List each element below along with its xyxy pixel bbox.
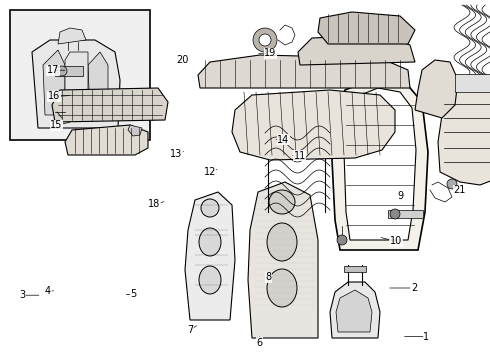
Text: 20: 20 <box>176 55 189 66</box>
Bar <box>344 266 366 272</box>
Polygon shape <box>65 125 148 155</box>
Text: 14: 14 <box>277 135 289 145</box>
Polygon shape <box>336 290 372 332</box>
Text: 15: 15 <box>50 120 63 130</box>
Text: 2: 2 <box>411 283 417 293</box>
Text: 4: 4 <box>45 286 51 296</box>
Polygon shape <box>58 28 86 44</box>
Polygon shape <box>52 88 168 122</box>
Text: 8: 8 <box>266 272 271 282</box>
Ellipse shape <box>269 190 295 214</box>
Text: 13: 13 <box>171 149 182 159</box>
Text: 18: 18 <box>148 199 161 210</box>
Bar <box>455 74 490 92</box>
Ellipse shape <box>199 266 221 294</box>
Text: 10: 10 <box>390 236 402 246</box>
Text: 19: 19 <box>265 48 277 58</box>
Polygon shape <box>344 88 416 240</box>
Ellipse shape <box>201 199 219 217</box>
Polygon shape <box>248 182 318 338</box>
Polygon shape <box>65 52 88 115</box>
Polygon shape <box>438 82 490 185</box>
Bar <box>55 66 83 76</box>
Polygon shape <box>198 55 410 88</box>
Circle shape <box>57 66 67 76</box>
Ellipse shape <box>199 228 221 256</box>
Polygon shape <box>32 40 120 128</box>
Text: 12: 12 <box>203 167 216 177</box>
Text: 5: 5 <box>130 289 136 300</box>
Text: 16: 16 <box>48 91 60 102</box>
Circle shape <box>259 34 271 46</box>
Circle shape <box>337 235 347 245</box>
Ellipse shape <box>267 269 297 307</box>
Polygon shape <box>332 78 428 250</box>
Polygon shape <box>88 52 108 115</box>
Text: 6: 6 <box>257 338 263 348</box>
Polygon shape <box>318 12 415 44</box>
Text: 7: 7 <box>187 325 193 336</box>
Circle shape <box>390 209 400 219</box>
Bar <box>10 10 150 140</box>
Circle shape <box>447 179 457 189</box>
Polygon shape <box>298 35 415 65</box>
Circle shape <box>253 28 277 52</box>
Text: 17: 17 <box>47 65 59 75</box>
Polygon shape <box>330 282 380 338</box>
Bar <box>388 210 423 218</box>
Polygon shape <box>415 60 458 118</box>
Text: 21: 21 <box>453 185 466 195</box>
Polygon shape <box>232 90 395 160</box>
Text: 9: 9 <box>398 191 404 201</box>
Polygon shape <box>128 125 142 136</box>
Text: 3: 3 <box>19 290 25 300</box>
Polygon shape <box>185 192 235 320</box>
Polygon shape <box>43 50 65 115</box>
Text: 11: 11 <box>294 150 306 161</box>
Text: 1: 1 <box>423 332 429 342</box>
Ellipse shape <box>267 223 297 261</box>
